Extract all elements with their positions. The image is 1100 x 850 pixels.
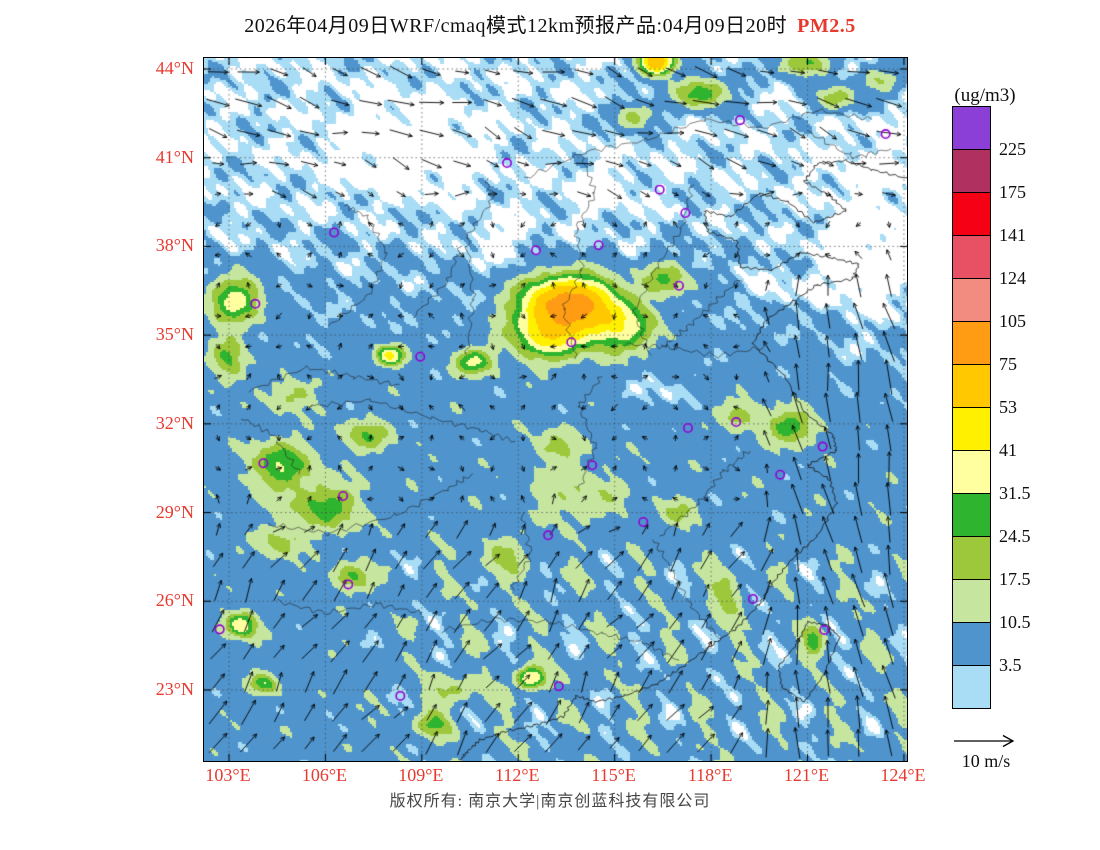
title-species-text: PM2.5 bbox=[797, 15, 856, 37]
legend-value-label: 124 bbox=[999, 268, 1026, 288]
legend-value-label: 175 bbox=[999, 182, 1026, 202]
wind-reference-arrow bbox=[954, 734, 1015, 748]
x-tick-label: 103°E bbox=[205, 765, 251, 785]
legend-color-box bbox=[953, 107, 990, 149]
wind-arrow-head bbox=[1002, 734, 1015, 748]
x-tick-label: 118°E bbox=[687, 765, 733, 785]
y-tick-label: 29°N bbox=[155, 501, 194, 522]
legend-value-label: 75 bbox=[999, 354, 1017, 374]
page-title: 2026年04月09日WRF/cmaq模式12km预报产品:04月09日20时 P… bbox=[0, 9, 1100, 38]
wind-scale-label: 10 m/s bbox=[961, 751, 1011, 771]
y-tick-label: 35°N bbox=[155, 324, 194, 345]
legend-color-box bbox=[953, 493, 990, 536]
legend-units-label: (ug/m3) bbox=[954, 85, 1016, 106]
copyright-text: 版权所有: 南京大学|南京创蓝科技有限公司 bbox=[389, 793, 711, 810]
y-tick-label: 32°N bbox=[155, 412, 194, 433]
legend-color-box bbox=[953, 622, 990, 665]
y-tick-label: 38°N bbox=[155, 235, 194, 256]
legend-value-label: 31.5 bbox=[999, 483, 1031, 503]
legend-color-box bbox=[953, 364, 990, 407]
y-tick-label: 26°N bbox=[155, 590, 194, 611]
title-main-text: 2026年04月09日WRF/cmaq模式12km预报产品:04月09日20时 bbox=[244, 15, 788, 37]
map-canvas bbox=[204, 58, 907, 761]
legend-color-box bbox=[953, 149, 990, 192]
legend-color-box bbox=[953, 321, 990, 364]
x-tick-label: 109°E bbox=[398, 765, 444, 785]
x-tick-label: 106°E bbox=[301, 765, 348, 785]
legend-value-label: 3.5 bbox=[999, 655, 1022, 675]
map-frame bbox=[203, 57, 908, 762]
legend-color-box bbox=[953, 192, 990, 235]
legend-value-label: 141 bbox=[999, 225, 1026, 245]
x-tick-label: 112°E bbox=[494, 765, 540, 785]
y-tick-label: 44°N bbox=[155, 58, 194, 78]
legend-color-box bbox=[953, 450, 990, 493]
legend-value-label: 10.5 bbox=[999, 612, 1031, 632]
legend-value-label: 24.5 bbox=[999, 526, 1031, 546]
legend-color-box bbox=[953, 407, 990, 450]
legend-value-label: 225 bbox=[999, 139, 1026, 159]
legend-color-box bbox=[953, 278, 990, 321]
x-tick-label: 121°E bbox=[783, 765, 830, 785]
x-tick-label: 115°E bbox=[591, 765, 636, 785]
legend-colorbar bbox=[952, 106, 991, 709]
legend-color-box bbox=[953, 536, 990, 579]
legend-value-label: 17.5 bbox=[999, 569, 1031, 589]
x-tick-label: 124°E bbox=[880, 765, 926, 785]
legend-value-label: 53 bbox=[999, 397, 1017, 417]
y-tick-label: 23°N bbox=[155, 678, 194, 699]
legend-value-label: 41 bbox=[999, 440, 1017, 460]
legend-color-box bbox=[953, 235, 990, 278]
legend-value-label: 105 bbox=[999, 311, 1026, 331]
y-tick-label: 41°N bbox=[155, 146, 194, 167]
legend-color-box bbox=[953, 579, 990, 622]
legend-color-box bbox=[953, 665, 990, 708]
